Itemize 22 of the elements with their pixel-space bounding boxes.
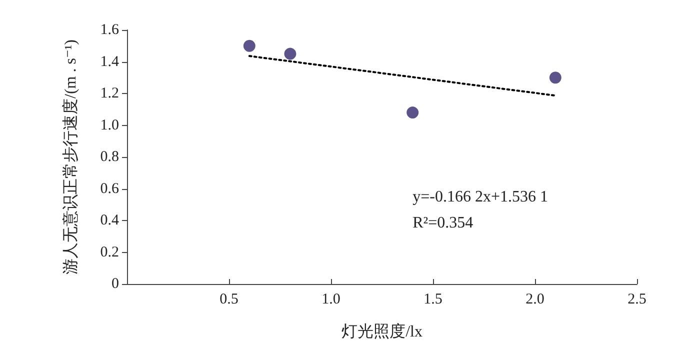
x-axis-title: 灯光照度/lx [342, 322, 422, 340]
point [549, 72, 562, 84]
point [406, 106, 419, 119]
y-tick-label: 0.6 [100, 180, 120, 197]
x-tick-label: 1.5 [424, 292, 442, 308]
y-tick-label: 1.2 [100, 86, 119, 102]
y-tick-label: 0 [112, 276, 119, 292]
point [284, 48, 296, 60]
y-tick-label: 1.4 [100, 54, 120, 70]
annotation: y=-0.166 2x+1.536 1 [412, 188, 548, 206]
x-tick-label: 2.5 [628, 292, 646, 308]
y-tick-label: 0.4 [100, 212, 120, 228]
x-tick-label: 1.0 [322, 292, 340, 308]
x-tick-label: 2.0 [526, 292, 544, 308]
y-tick-label: 0.8 [100, 149, 119, 165]
x-tick-label: 0.5 [220, 292, 238, 308]
point [243, 40, 256, 52]
y-tick-label: 1.6 [100, 22, 120, 38]
y-tick-label: 0.2 [100, 244, 119, 260]
y-axis-title: 游人无意识正常步行速度/(m . s⁻¹) [62, 39, 80, 275]
annotation: R²=0.354 [412, 214, 474, 232]
y-tick-label: 1.0 [100, 117, 119, 134]
